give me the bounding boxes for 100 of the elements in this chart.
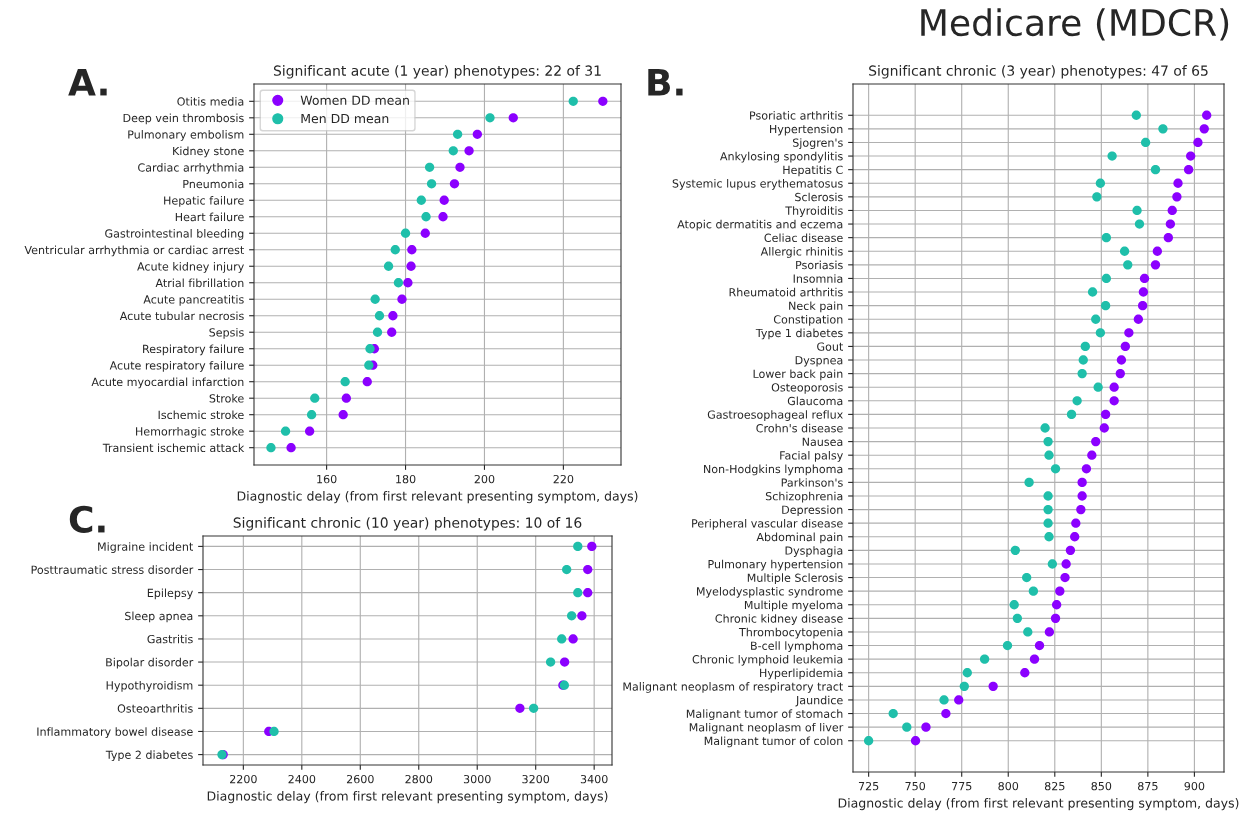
x-axis-title: Diagnostic delay (from first relevant presenting symptom, days) <box>237 491 638 504</box>
point <box>1138 287 1149 297</box>
point <box>364 360 374 370</box>
point <box>1070 532 1080 542</box>
y-tick-label: Hepatitis C <box>783 165 843 177</box>
y-tick-label: Heart failure <box>175 212 244 222</box>
y-tick-label: Non-Hodgkins lymphoma <box>704 464 843 476</box>
y-tick-label: Hemorrhagic stroke <box>136 426 244 438</box>
point <box>545 657 556 667</box>
point <box>1077 477 1087 488</box>
point <box>1107 151 1117 161</box>
y-tick-label: Hyperlipidemia <box>760 668 843 680</box>
point <box>400 228 411 238</box>
y-tick-label: Sleep apnea <box>125 611 193 623</box>
point <box>1134 219 1145 229</box>
point <box>528 703 539 713</box>
point <box>1012 613 1023 624</box>
y-tick-label: Rheumatoid arthritis <box>729 287 843 297</box>
y-tick-label: Migraine incident <box>98 542 194 553</box>
point <box>1091 314 1101 324</box>
point <box>863 736 874 746</box>
point <box>370 294 380 304</box>
x-tick-label: 725 <box>858 781 879 791</box>
point <box>1095 328 1106 338</box>
point <box>1087 287 1098 297</box>
y-tick-label: Nausea <box>802 437 843 446</box>
point <box>573 541 583 552</box>
point <box>1100 409 1111 420</box>
y-tick-label: Multiple Sclerosis <box>747 573 843 585</box>
y-tick-label: Gastrointestinal bleeding <box>105 229 244 240</box>
point <box>559 657 570 667</box>
point <box>1101 273 1112 284</box>
y-tick-label: Ankylosing spondylitis <box>720 151 843 163</box>
y-tick-label: Acute tubular necrosis <box>119 311 244 321</box>
y-tick-label: Depression <box>782 505 843 517</box>
point <box>1028 586 1039 596</box>
y-tick-label: Atrial fibrillation <box>155 278 244 288</box>
point <box>1150 165 1161 175</box>
y-tick-label: Otitis media <box>177 97 244 106</box>
x-tick-label: 2200 <box>230 774 257 784</box>
y-tick-label: Acute pancreatitis <box>143 295 244 306</box>
point <box>1043 491 1053 501</box>
point <box>1131 110 1141 120</box>
point <box>464 146 474 156</box>
y-tick-label: Hypertension <box>770 124 843 136</box>
point <box>1163 232 1173 243</box>
y-tick-label: Psoriatic arthritis <box>750 111 843 120</box>
y-tick-label: Hepatic failure <box>164 196 244 207</box>
point <box>1092 192 1102 202</box>
point <box>403 278 413 288</box>
point <box>1023 627 1033 637</box>
point <box>472 129 483 139</box>
point <box>939 695 949 705</box>
text: B. <box>648 69 683 96</box>
y-tick-label: Stroke <box>209 393 244 403</box>
x-axis-title: Diagnostic delay (from first relevant presenting symptom, days) <box>838 798 1239 811</box>
point <box>1173 178 1183 188</box>
x-tick-label: 160 <box>317 474 337 484</box>
point <box>1091 436 1101 447</box>
point <box>888 708 898 719</box>
x-tick-label: 800 <box>998 781 1019 791</box>
point <box>1072 396 1082 406</box>
y-tick-label: Kidney stone <box>173 146 244 158</box>
point <box>1020 668 1030 678</box>
point <box>304 426 315 436</box>
y-tick-label: Acute myocardial infarction <box>91 377 244 389</box>
y-tick-label: Acute respiratory failure <box>109 360 244 372</box>
y-tick-label: Bipolar disorder <box>106 657 194 669</box>
point <box>1022 572 1032 583</box>
point <box>1123 260 1133 270</box>
point <box>266 443 276 453</box>
point <box>1109 396 1119 406</box>
point <box>1115 368 1125 379</box>
point <box>1140 137 1151 148</box>
point <box>286 443 296 453</box>
point <box>449 179 460 189</box>
point <box>568 634 578 644</box>
y-tick-label: Thyroiditis <box>785 206 843 217</box>
y-tick-label: Ventricular arrhythmia or cardiac arrest <box>24 245 245 257</box>
x-tick-label: 180 <box>396 474 416 484</box>
y-tick-label: Jaundice <box>795 695 843 707</box>
legend-label: Men DD mean <box>301 113 389 124</box>
y-tick-label: Acute kidney injury <box>137 262 244 273</box>
point <box>988 681 998 691</box>
y-tick-label: Malignant neoplasm of respiratory tract <box>623 682 844 693</box>
y-tick-label: Sepsis <box>209 328 244 339</box>
y-tick-label: Celiac disease <box>764 233 843 243</box>
y-tick-label: Cardiac arrhythmia <box>138 163 244 174</box>
y-tick-label: Thrombocytopenia <box>738 627 843 639</box>
point <box>577 611 587 621</box>
point <box>387 327 397 337</box>
point <box>1186 151 1196 161</box>
point <box>1080 341 1090 352</box>
point <box>921 722 931 732</box>
y-tick-label: Constipation <box>773 315 843 326</box>
point <box>1043 518 1053 528</box>
point <box>1066 409 1077 420</box>
y-tick-label: Sjogren's <box>792 138 843 149</box>
point <box>393 278 404 288</box>
y-tick-label: Peripheral vascular disease <box>692 518 843 530</box>
